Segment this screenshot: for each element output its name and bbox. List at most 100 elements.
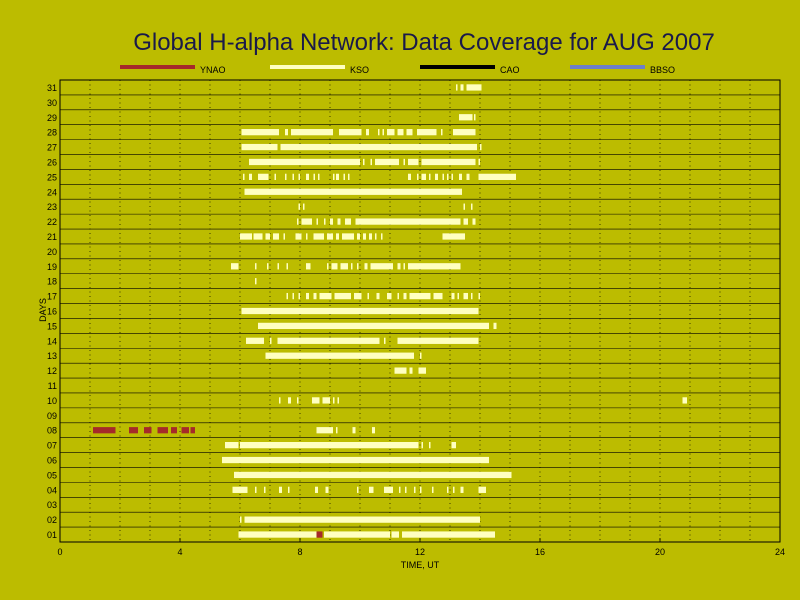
coverage-bar-kso [279, 397, 281, 404]
coverage-bar-kso [420, 486, 422, 493]
y-tick-label: 15 [47, 321, 57, 331]
y-tick-label: 23 [47, 202, 57, 212]
coverage-bar-kso [451, 292, 455, 300]
coverage-bar-kso [270, 337, 272, 344]
coverage-bar-kso [285, 173, 287, 181]
coverage-bar-ynao [129, 427, 138, 434]
coverage-bar-kso [381, 233, 383, 240]
x-tick-label: 0 [57, 547, 62, 557]
y-tick-label: 14 [47, 336, 57, 346]
coverage-bar-kso [288, 486, 290, 493]
y-tick-label: 21 [47, 232, 57, 242]
y-tick-label: 18 [47, 277, 57, 287]
coverage-bar-kso [225, 441, 239, 449]
coverage-bar-kso [292, 173, 294, 181]
y-tick-label: 30 [47, 98, 57, 108]
coverage-bar-kso [375, 158, 399, 166]
coverage-bar-kso [315, 486, 318, 493]
coverage-bar-kso [375, 233, 377, 240]
coverage-bar-kso [369, 233, 372, 240]
coverage-bar-kso [418, 367, 426, 374]
legend: YNAO KSO CAO BBSO [120, 65, 675, 75]
x-axis-label: TIME, UT [401, 560, 440, 570]
coverage-bar-kso [364, 263, 368, 270]
coverage-bars [93, 84, 687, 538]
coverage-bar-kso [324, 531, 390, 538]
coverage-bar-kso [333, 173, 335, 181]
coverage-bar-kso [258, 173, 269, 181]
coverage-bar-kso [493, 322, 497, 330]
y-tick-label: 28 [47, 128, 57, 138]
coverage-bar-kso [397, 129, 404, 136]
coverage-bar-kso [306, 292, 309, 300]
coverage-bar-kso [333, 397, 335, 404]
coverage-bar-kso [337, 397, 339, 404]
x-tick-label: 24 [775, 547, 785, 557]
y-tick-label: 17 [47, 292, 57, 302]
legend-label-kso: KSO [350, 65, 369, 75]
coverage-bar-kso [402, 531, 495, 538]
coverage-bar-kso [421, 441, 423, 449]
coverage-bar-kso [478, 158, 480, 166]
coverage-bar-kso [376, 292, 380, 300]
coverage-bar-kso [319, 292, 332, 300]
coverage-bar-kso [255, 278, 257, 285]
y-tick-label: 06 [47, 456, 57, 466]
coverage-bar-kso [241, 143, 278, 151]
y-tick-label: 04 [47, 485, 57, 495]
coverage-bar-kso [348, 173, 350, 181]
coverage-bar-kso [324, 218, 326, 225]
coverage-bar-kso [391, 531, 399, 538]
coverage-bar-kso [286, 292, 288, 300]
coverage-bar-kso [273, 233, 279, 240]
coverage-bar-kso [355, 218, 461, 225]
coverage-bar-kso [357, 263, 359, 270]
coverage-bar-kso [291, 129, 333, 136]
grid [60, 80, 780, 542]
coverage-bar-kso [406, 129, 413, 136]
coverage-bar-kso [297, 218, 299, 225]
coverage-bar-kso [417, 173, 419, 181]
legend-label-ynao: YNAO [200, 65, 226, 75]
coverage-bar-kso [267, 263, 269, 270]
coverage-bar-kso [264, 486, 266, 493]
coverage-bar-kso [327, 263, 329, 270]
x-axis-ticks: 0 4 8 12 16 20 24 [57, 538, 785, 557]
coverage-bar-kso [460, 84, 464, 91]
coverage-bar-kso [478, 486, 486, 493]
coverage-bar-kso [357, 486, 359, 493]
coverage-bar-kso [265, 233, 270, 240]
coverage-bar-kso [403, 263, 405, 270]
coverage-bar-kso [408, 158, 419, 166]
coverage-bar-kso [336, 173, 339, 181]
coverage-bar-kso [298, 292, 300, 300]
x-tick-label: 12 [415, 547, 425, 557]
coverage-bar-kso [295, 233, 302, 240]
y-tick-label: 03 [47, 500, 57, 510]
coverage-bar-ynao [316, 531, 323, 538]
coverage-bar-kso [409, 367, 413, 374]
legend-label-cao: CAO [500, 65, 520, 75]
coverage-bar-kso [241, 129, 279, 136]
coverage-bar-kso [345, 218, 351, 225]
coverage-bar-kso [447, 486, 449, 493]
y-tick-label: 31 [47, 83, 57, 93]
coverage-bar-kso [471, 292, 473, 300]
coverage-bar-kso [357, 233, 360, 240]
coverage-bar-kso [409, 292, 431, 300]
coverage-bar-kso [246, 337, 264, 344]
coverage-bar-kso [354, 292, 362, 300]
coverage-bar-kso [466, 84, 482, 91]
coverage-bar-kso [433, 292, 443, 300]
y-tick-label: 07 [47, 441, 57, 451]
coverage-bar-kso [285, 129, 288, 136]
coverage-bar-ynao [171, 427, 177, 434]
coverage-bar-kso [457, 292, 459, 300]
coverage-bar-kso [366, 129, 369, 136]
coverage-bar-kso [474, 114, 476, 121]
coverage-bar-kso [432, 486, 434, 493]
y-tick-label: 01 [47, 530, 57, 540]
y-tick-label: 19 [47, 262, 57, 272]
coverage-bar-kso [405, 486, 407, 493]
